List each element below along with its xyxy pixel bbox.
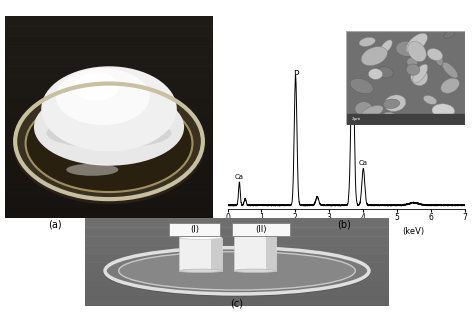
- Ellipse shape: [368, 69, 383, 79]
- Ellipse shape: [427, 48, 443, 61]
- Bar: [5, 66, 213, 76]
- Ellipse shape: [46, 118, 172, 149]
- Text: P: P: [293, 70, 298, 79]
- Ellipse shape: [361, 47, 387, 66]
- Bar: [179, 238, 222, 271]
- Ellipse shape: [73, 72, 119, 101]
- Ellipse shape: [179, 236, 222, 239]
- Bar: [5, 76, 213, 87]
- Ellipse shape: [381, 112, 396, 122]
- Bar: [5, 56, 213, 66]
- Text: Full scale 3317 cts cursor: 0.000: Full scale 3317 cts cursor: 0.000: [228, 234, 329, 239]
- Ellipse shape: [234, 269, 276, 273]
- Bar: [85, 262, 389, 271]
- Bar: [85, 271, 389, 280]
- Ellipse shape: [407, 57, 418, 66]
- Ellipse shape: [179, 269, 222, 273]
- Ellipse shape: [17, 85, 201, 197]
- Text: Ca: Ca: [235, 174, 244, 180]
- Bar: [5, 26, 213, 36]
- Ellipse shape: [26, 95, 192, 192]
- Ellipse shape: [384, 95, 406, 111]
- Ellipse shape: [66, 163, 118, 176]
- Ellipse shape: [359, 37, 375, 46]
- Ellipse shape: [34, 89, 184, 166]
- Bar: [5, 87, 213, 97]
- Ellipse shape: [408, 41, 426, 62]
- Bar: [85, 288, 389, 297]
- Bar: [5, 198, 213, 208]
- Bar: [5, 148, 213, 158]
- FancyBboxPatch shape: [169, 223, 220, 236]
- Bar: [5, 97, 213, 107]
- Ellipse shape: [427, 115, 448, 131]
- Text: (b): (b): [337, 220, 351, 230]
- Ellipse shape: [13, 87, 205, 204]
- Ellipse shape: [377, 67, 393, 78]
- Bar: [85, 253, 389, 262]
- Bar: [85, 218, 389, 227]
- Ellipse shape: [394, 117, 414, 128]
- Bar: [234, 234, 276, 271]
- FancyBboxPatch shape: [232, 223, 290, 236]
- Bar: [5, 36, 213, 46]
- Ellipse shape: [406, 64, 420, 75]
- Ellipse shape: [357, 113, 377, 134]
- Bar: [211, 238, 222, 271]
- Ellipse shape: [103, 249, 371, 297]
- Text: (I): (I): [190, 225, 199, 234]
- Text: 2μm: 2μm: [352, 117, 361, 121]
- Bar: [85, 236, 389, 245]
- Ellipse shape: [413, 64, 428, 83]
- Text: Ca: Ca: [346, 43, 358, 52]
- Ellipse shape: [442, 62, 458, 78]
- Ellipse shape: [118, 251, 356, 290]
- Ellipse shape: [234, 232, 276, 236]
- Bar: [5, 127, 213, 137]
- Bar: [5, 208, 213, 218]
- Ellipse shape: [432, 104, 455, 118]
- Text: (keV): (keV): [403, 227, 425, 236]
- Bar: [85, 280, 389, 288]
- Text: (a): (a): [48, 220, 61, 230]
- Ellipse shape: [41, 66, 177, 152]
- Bar: [5, 16, 213, 26]
- Bar: [5, 178, 213, 188]
- Bar: [5, 107, 213, 117]
- Ellipse shape: [410, 68, 428, 86]
- Ellipse shape: [355, 102, 373, 116]
- Ellipse shape: [350, 78, 373, 94]
- Ellipse shape: [383, 99, 400, 109]
- Bar: [346, 114, 465, 125]
- Ellipse shape: [441, 78, 459, 93]
- Bar: [85, 227, 389, 236]
- Ellipse shape: [380, 40, 392, 53]
- Text: (II): (II): [255, 225, 267, 234]
- Ellipse shape: [444, 31, 455, 38]
- Bar: [5, 188, 213, 198]
- Bar: [5, 168, 213, 178]
- Ellipse shape: [107, 248, 367, 294]
- Bar: [85, 297, 389, 306]
- Ellipse shape: [434, 49, 443, 66]
- Ellipse shape: [423, 95, 437, 105]
- Ellipse shape: [366, 114, 395, 124]
- Bar: [5, 46, 213, 56]
- Ellipse shape: [56, 68, 150, 125]
- Text: Ca: Ca: [359, 160, 368, 166]
- Bar: [5, 117, 213, 127]
- Ellipse shape: [406, 33, 428, 53]
- Bar: [266, 234, 276, 271]
- Ellipse shape: [396, 41, 418, 56]
- Text: (c): (c): [230, 299, 244, 309]
- Ellipse shape: [361, 105, 383, 119]
- Bar: [5, 137, 213, 148]
- Bar: [5, 158, 213, 168]
- Bar: [85, 245, 389, 253]
- Ellipse shape: [401, 115, 410, 127]
